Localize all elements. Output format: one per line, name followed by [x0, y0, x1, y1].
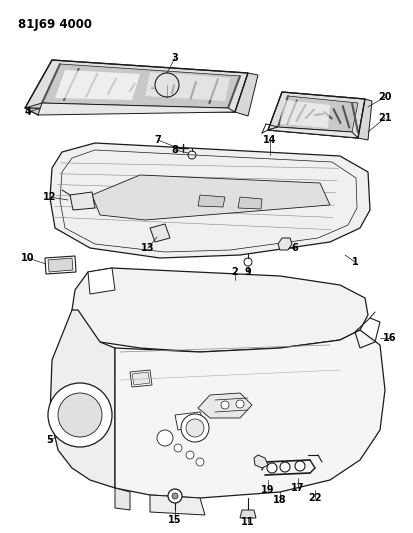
Text: 14: 14: [263, 135, 277, 145]
Polygon shape: [130, 370, 152, 387]
Polygon shape: [25, 103, 55, 115]
Polygon shape: [70, 192, 95, 210]
Circle shape: [267, 463, 277, 473]
Polygon shape: [268, 127, 278, 130]
Polygon shape: [278, 96, 358, 132]
Polygon shape: [38, 103, 235, 115]
Polygon shape: [268, 92, 365, 138]
Polygon shape: [238, 197, 262, 209]
Circle shape: [186, 451, 194, 459]
Text: 1: 1: [351, 257, 358, 267]
Polygon shape: [240, 510, 256, 518]
Polygon shape: [55, 70, 140, 100]
Text: 12: 12: [43, 192, 57, 202]
Polygon shape: [150, 495, 205, 515]
Polygon shape: [25, 60, 248, 112]
Text: 5: 5: [47, 435, 53, 445]
Polygon shape: [115, 330, 385, 498]
Text: 6: 6: [292, 243, 298, 253]
Polygon shape: [115, 488, 130, 510]
Text: 11: 11: [241, 517, 255, 527]
Circle shape: [48, 383, 112, 447]
Text: 10: 10: [21, 253, 35, 263]
Polygon shape: [132, 372, 150, 385]
Text: 21: 21: [378, 113, 392, 123]
Polygon shape: [358, 99, 372, 140]
Text: 4: 4: [25, 107, 31, 117]
Polygon shape: [235, 73, 258, 116]
Text: 2: 2: [232, 267, 238, 277]
Circle shape: [157, 430, 173, 446]
Polygon shape: [175, 412, 205, 430]
Polygon shape: [150, 224, 170, 242]
Polygon shape: [50, 310, 115, 488]
Polygon shape: [198, 195, 225, 207]
Circle shape: [236, 400, 244, 408]
Polygon shape: [254, 455, 268, 468]
Polygon shape: [72, 268, 368, 352]
Circle shape: [295, 461, 305, 471]
Circle shape: [186, 419, 204, 437]
Text: 16: 16: [383, 333, 397, 343]
Circle shape: [280, 462, 290, 472]
Text: 13: 13: [141, 243, 155, 253]
Text: 81J69 4000: 81J69 4000: [18, 18, 92, 31]
Text: 9: 9: [244, 267, 252, 277]
Circle shape: [58, 393, 102, 437]
Text: 18: 18: [273, 495, 287, 505]
Circle shape: [181, 414, 209, 442]
Circle shape: [172, 493, 178, 499]
Circle shape: [196, 458, 204, 466]
Polygon shape: [50, 143, 370, 258]
Polygon shape: [48, 258, 73, 272]
Polygon shape: [92, 175, 330, 220]
Text: 17: 17: [291, 483, 305, 493]
Polygon shape: [268, 127, 358, 138]
Polygon shape: [278, 238, 292, 250]
Text: 7: 7: [154, 135, 161, 145]
Text: 8: 8: [171, 145, 178, 155]
Circle shape: [168, 489, 182, 503]
Polygon shape: [280, 100, 330, 128]
Text: 3: 3: [172, 53, 178, 63]
Text: 20: 20: [378, 92, 392, 102]
Polygon shape: [45, 256, 76, 274]
Polygon shape: [145, 72, 230, 101]
Text: 19: 19: [261, 485, 275, 495]
Text: 22: 22: [308, 493, 322, 503]
Polygon shape: [198, 393, 252, 418]
Circle shape: [174, 444, 182, 452]
Text: 15: 15: [168, 515, 182, 525]
Polygon shape: [42, 64, 240, 108]
Circle shape: [221, 401, 229, 409]
Polygon shape: [88, 268, 115, 294]
